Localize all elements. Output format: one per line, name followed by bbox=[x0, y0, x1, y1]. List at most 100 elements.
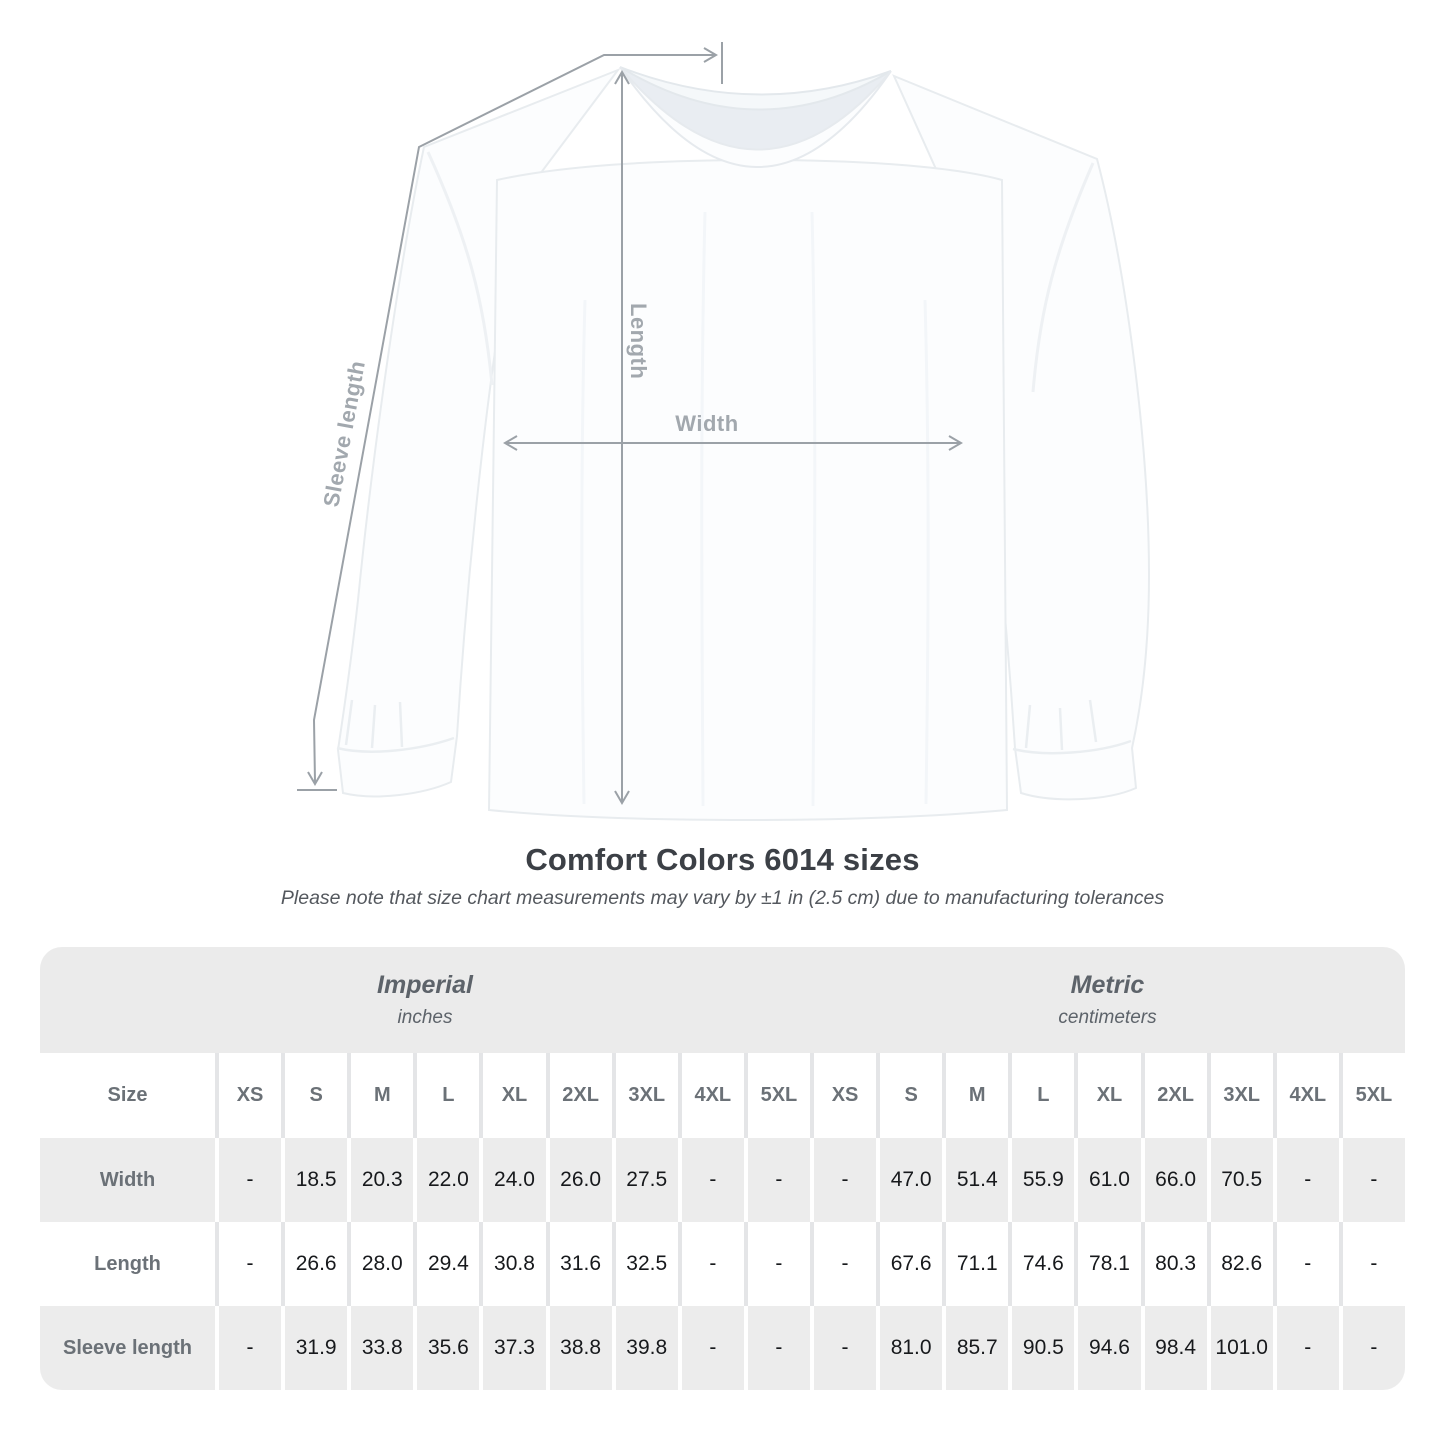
length-metric-2xl: 80.3 bbox=[1140, 1222, 1207, 1306]
size-header-imperial-xs: XS bbox=[215, 1053, 282, 1138]
sleeve-imperial-5xl: - bbox=[743, 1306, 810, 1390]
metric-sublabel: centimeters bbox=[1058, 1007, 1157, 1028]
size-header-imperial-l: L bbox=[413, 1053, 480, 1138]
size-header-metric-s: S bbox=[876, 1053, 943, 1138]
sleeve-metric-3xl: 101.0 bbox=[1206, 1306, 1273, 1390]
sleeve-metric-xs: - bbox=[809, 1306, 877, 1390]
arrow-left-icon bbox=[503, 435, 518, 451]
width-metric-l: 55.9 bbox=[1008, 1138, 1075, 1222]
length-metric-3xl: 82.6 bbox=[1206, 1222, 1273, 1306]
sleeve-metric-2xl: 98.4 bbox=[1140, 1306, 1207, 1390]
size-header-metric-4xl: 4XL bbox=[1272, 1053, 1339, 1138]
length-metric-xs: - bbox=[809, 1222, 877, 1306]
fabric-folds bbox=[580, 211, 930, 807]
shirt-graphic bbox=[336, 66, 1151, 822]
arrow-right-icon bbox=[703, 47, 718, 63]
size-header-metric-5xl: 5XL bbox=[1338, 1053, 1405, 1138]
length-imperial-l: 29.4 bbox=[413, 1222, 480, 1306]
arrow-down-icon bbox=[614, 790, 630, 805]
sleeve-imperial-xs: - bbox=[215, 1306, 282, 1390]
width-metric-xs: - bbox=[809, 1138, 877, 1222]
size-header-imperial-m: M bbox=[347, 1053, 414, 1138]
size-chart-table: Imperial inches Metric centimeters Size … bbox=[40, 947, 1405, 1390]
width-label: Width bbox=[675, 411, 738, 436]
size-header-metric-2xl: 2XL bbox=[1140, 1053, 1207, 1138]
sleeve-metric-s: 81.0 bbox=[876, 1306, 943, 1390]
size-header-metric-m: M bbox=[942, 1053, 1009, 1138]
arrow-down-icon bbox=[307, 771, 323, 786]
sleeve-length-label: Sleeve length bbox=[318, 358, 370, 508]
size-header-metric-xl: XL bbox=[1074, 1053, 1141, 1138]
width-imperial-5xl: - bbox=[743, 1138, 810, 1222]
size-header-metric-3xl: 3XL bbox=[1206, 1053, 1273, 1138]
left-sleeve bbox=[336, 67, 621, 798]
armhole-seams bbox=[426, 151, 1095, 393]
sleeve-metric-xl: 94.6 bbox=[1074, 1306, 1141, 1390]
width-imperial-xs: - bbox=[215, 1138, 282, 1222]
width-imperial-l: 22.0 bbox=[413, 1138, 480, 1222]
size-header-row: Size XS S M L XL 2XL 3XL 4XL 5XL XS S M … bbox=[40, 1053, 1405, 1138]
sleeve-imperial-4xl: - bbox=[677, 1306, 744, 1390]
width-imperial-xl: 24.0 bbox=[479, 1138, 546, 1222]
size-header-imperial-s: S bbox=[281, 1053, 348, 1138]
page-title: Comfort Colors 6014 sizes bbox=[525, 842, 920, 877]
width-metric-2xl: 66.0 bbox=[1140, 1138, 1207, 1222]
arrow-up-icon bbox=[614, 70, 630, 85]
length-metric-5xl: - bbox=[1338, 1222, 1405, 1306]
size-header-metric-xs: XS bbox=[809, 1053, 877, 1138]
collar bbox=[619, 66, 892, 168]
metric-header-cell: Metric centimeters bbox=[809, 947, 1405, 1053]
size-header-imperial-2xl: 2XL bbox=[545, 1053, 612, 1138]
sleeve-length-row: Sleeve length - 31.9 33.8 35.6 37.3 38.8… bbox=[40, 1306, 1405, 1390]
size-header-metric-l: L bbox=[1008, 1053, 1075, 1138]
length-imperial-s: 26.6 bbox=[281, 1222, 348, 1306]
sleeve-metric-m: 85.7 bbox=[942, 1306, 1009, 1390]
length-measure-line bbox=[614, 70, 630, 805]
length-label: Length bbox=[626, 303, 651, 379]
width-metric-4xl: - bbox=[1272, 1138, 1339, 1222]
width-metric-5xl: - bbox=[1338, 1138, 1405, 1222]
sleeve-imperial-s: 31.9 bbox=[281, 1306, 348, 1390]
sleeve-imperial-m: 33.8 bbox=[347, 1306, 414, 1390]
size-header-imperial-4xl: 4XL bbox=[677, 1053, 744, 1138]
sleeve-metric-4xl: - bbox=[1272, 1306, 1339, 1390]
size-chart: Imperial inches Metric centimeters Size … bbox=[40, 947, 1405, 1390]
width-metric-m: 51.4 bbox=[942, 1138, 1009, 1222]
width-imperial-2xl: 26.0 bbox=[545, 1138, 612, 1222]
imperial-label: Imperial bbox=[377, 971, 473, 999]
imperial-header-cell: Imperial inches bbox=[40, 947, 810, 1053]
length-metric-xl: 78.1 bbox=[1074, 1222, 1141, 1306]
length-metric-m: 71.1 bbox=[942, 1222, 1009, 1306]
disclaimer-text: Please note that size chart measurements… bbox=[280, 887, 1165, 909]
length-imperial-2xl: 31.6 bbox=[545, 1222, 612, 1306]
length-metric-4xl: - bbox=[1272, 1222, 1339, 1306]
arrow-right-icon bbox=[948, 435, 963, 451]
length-imperial-3xl: 32.5 bbox=[611, 1222, 678, 1306]
size-column-header: Size bbox=[40, 1053, 215, 1138]
length-metric-l: 74.6 bbox=[1008, 1222, 1075, 1306]
width-imperial-4xl: - bbox=[677, 1138, 744, 1222]
width-metric-xl: 61.0 bbox=[1074, 1138, 1141, 1222]
length-metric-s: 67.6 bbox=[876, 1222, 943, 1306]
sleeve-imperial-xl: 37.3 bbox=[479, 1306, 546, 1390]
row-label-sleeve-length: Sleeve length bbox=[40, 1306, 215, 1390]
length-imperial-4xl: - bbox=[677, 1222, 744, 1306]
width-measure-line bbox=[503, 435, 963, 451]
width-row: Width - 18.5 20.3 22.0 24.0 26.0 27.5 - … bbox=[40, 1138, 1405, 1222]
row-label-length: Length bbox=[40, 1222, 215, 1306]
metric-label: Metric bbox=[1070, 971, 1145, 999]
width-metric-3xl: 70.5 bbox=[1206, 1138, 1273, 1222]
width-metric-s: 47.0 bbox=[876, 1138, 943, 1222]
sleeve-imperial-3xl: 39.8 bbox=[611, 1306, 678, 1390]
sleeve-imperial-l: 35.6 bbox=[413, 1306, 480, 1390]
width-imperial-s: 18.5 bbox=[281, 1138, 348, 1222]
width-imperial-m: 20.3 bbox=[347, 1138, 414, 1222]
length-imperial-5xl: - bbox=[743, 1222, 810, 1306]
unit-header-row: Imperial inches Metric centimeters bbox=[40, 947, 1405, 1053]
shirt-measurement-diagram: Sleeve length Length Width bbox=[297, 42, 1151, 822]
length-imperial-xs: - bbox=[215, 1222, 282, 1306]
shirt-diagram-svg: Sleeve length Length Width bbox=[297, 42, 1151, 822]
size-header-imperial-3xl: 3XL bbox=[611, 1053, 678, 1138]
sleeve-metric-l: 90.5 bbox=[1008, 1306, 1075, 1390]
